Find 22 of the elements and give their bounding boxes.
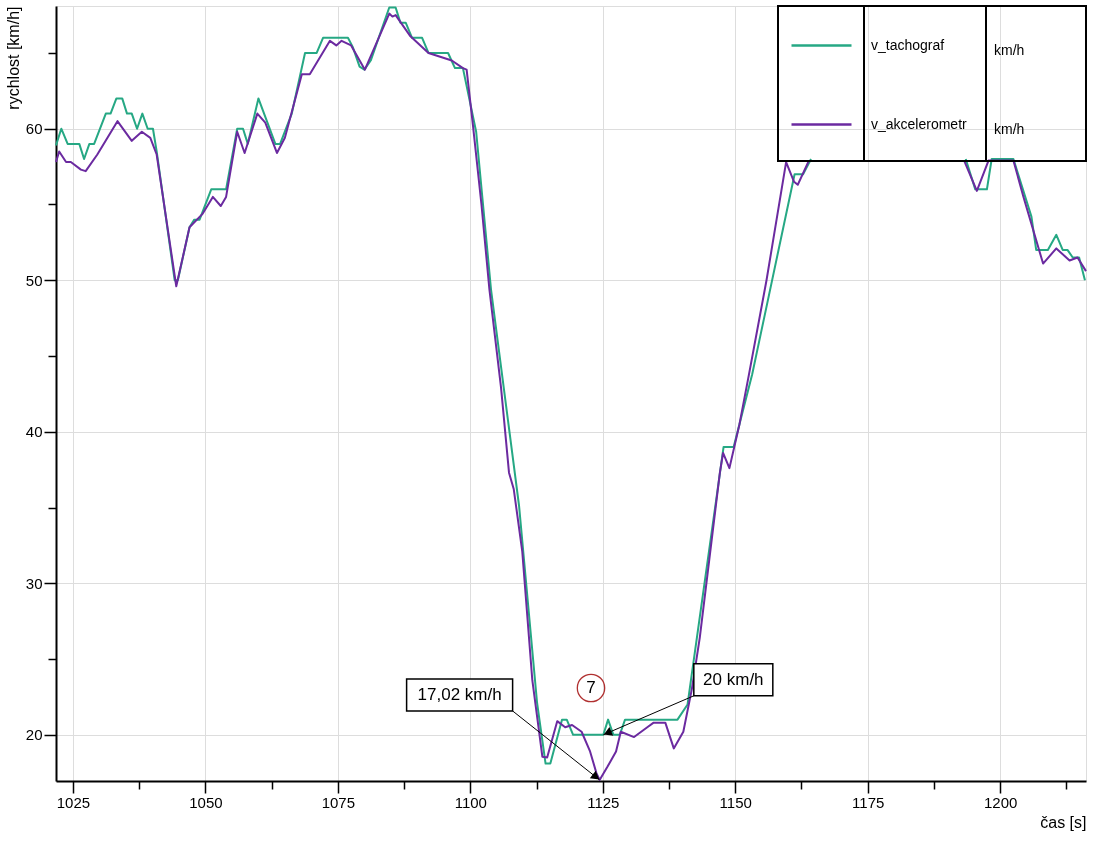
x-tick-label: 1175 [852,793,885,811]
legend-label: v_akcelerometr [871,115,968,132]
annotation: 20 km/h [703,669,764,689]
y-axis-title: rychlost [km/h] [4,6,22,110]
x-tick-label: 1075 [321,793,356,811]
annotation: 17,02 km/h [417,684,502,704]
y-tick-label: 20 [25,726,43,744]
annotation: 7 [586,678,596,697]
legend-label: v_tachograf [871,36,945,53]
x-axis-title: čas [s] [1040,813,1087,831]
y-tick-label: 30 [25,574,43,592]
annotation: km/h [994,42,1025,58]
annotation: km/h [994,121,1025,137]
x-tick-label: 1050 [189,793,223,811]
x-tick-label: 1200 [983,793,1018,811]
y-tick-label: 40 [25,423,43,441]
x-tick-label: 1125 [587,793,620,811]
x-tick-label: 1150 [719,793,752,811]
y-tick-label: 50 [25,271,43,289]
x-tick-label: 1100 [454,793,487,811]
y-tick-label: 60 [25,120,43,138]
x-tick-label: 1025 [56,793,91,811]
